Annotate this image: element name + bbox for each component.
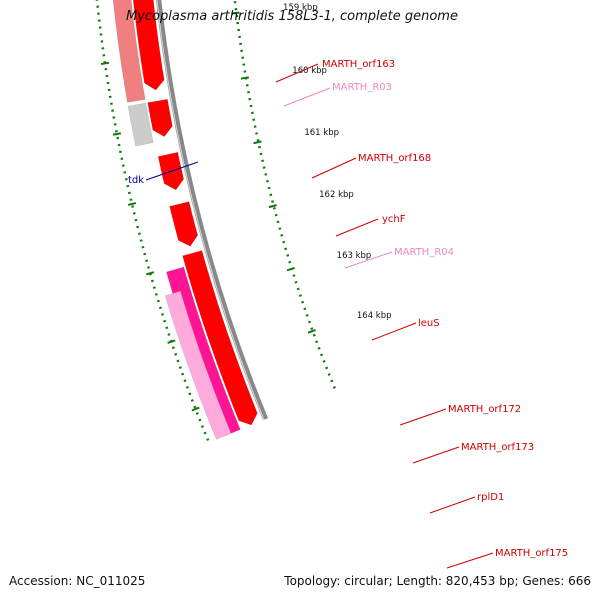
gene-cds-pink[interactable] [164,290,232,440]
label-tdk[interactable]: tdk [128,175,144,186]
leader-r03 [283,87,331,107]
leader-orf172 [399,408,447,426]
tick-mark [231,11,240,15]
tick-label: 162 kbp [319,190,354,200]
leader-orf163 [275,63,319,83]
tick-mark [286,267,295,272]
gene-marth-orf175[interactable] [182,250,258,426]
leader-rpld1 [429,496,476,514]
label-marth-r03[interactable]: MARTH_R03 [332,82,392,93]
inner-tick-ring [95,0,211,443]
leader-r04 [344,251,393,269]
label-ychf[interactable]: ychF [382,214,406,225]
genome-backbone-shadow [155,0,264,421]
leader-tdk [145,161,199,181]
gene-features [108,0,258,440]
tick-label: 163 kbp [337,251,372,261]
label-marth-orf173[interactable]: MARTH_orf173 [461,442,534,453]
tick-label: 161 kbp [304,128,339,138]
genome-summary-text: Topology: circular; Length: 820,453 bp; … [284,574,591,588]
label-rpld1[interactable]: rplD1 [477,492,504,503]
tick-mark [253,140,262,145]
genome-backbone [157,0,269,420]
tick-label: 160 kbp [292,66,327,76]
outer-tick-mark [100,61,110,65]
label-marth-r04[interactable]: MARTH_R04 [394,247,454,258]
label-marth-orf168[interactable]: MARTH_orf168 [358,153,431,164]
outer-tick-mark [146,271,155,276]
gene-rpld1[interactable] [169,201,198,247]
gene-marth-orf172[interactable] [147,98,173,137]
leader-ychf [335,218,379,237]
leader-orf168 [311,157,357,179]
leader-orf175 [446,552,494,569]
label-marth-orf175[interactable]: MARTH_orf175 [495,548,568,559]
tick-marks [100,11,316,412]
accession-text: Accession: NC_011025 [9,574,146,588]
label-leaders [145,63,494,569]
label-marth-orf163[interactable]: MARTH_orf163 [322,59,395,70]
tick-label: 164 kbp [357,311,392,321]
gene-leus-salmon[interactable] [108,0,146,103]
leader-leus [371,322,417,341]
outer-tick-mark [191,406,200,412]
map-title: Mycoplasma arthritidis 158L3-1, complete… [126,9,458,24]
tick-labels: 154 kbp155 kbp156 kbp157 kbp158 kbp159 k… [283,3,392,321]
label-marth-orf172[interactable]: MARTH_orf172 [448,404,521,415]
outer-tick-mark [112,132,122,136]
outer-tick-mark [167,339,176,344]
outer-tick-mark [127,202,137,206]
gene-marth-orf173-gray[interactable] [127,102,154,147]
tick-label: 159 kbp [283,3,318,13]
tick-mark [307,328,316,334]
gene-leus[interactable] [128,0,165,91]
leader-orf173 [412,446,460,464]
label-leus[interactable]: leuS [418,318,440,329]
tick-mark [268,204,277,209]
tick-mark [240,76,250,80]
